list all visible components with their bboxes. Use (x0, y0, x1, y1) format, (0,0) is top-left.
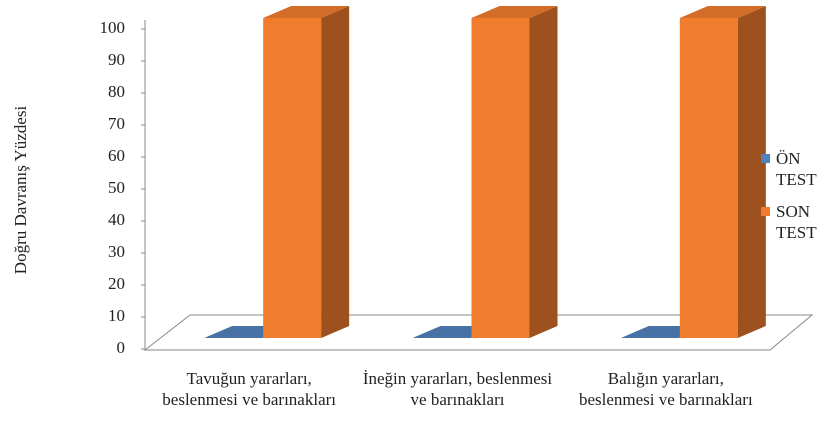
y-tick-label: 40 (108, 210, 125, 229)
y-axis-title: Doğru Davranış Yüzdesi (11, 106, 30, 275)
x-tick-label: İneğin yararları, beslenmesi ve barınakl… (362, 369, 553, 409)
bar-front (679, 18, 738, 338)
y-tick-label: 10 (108, 306, 125, 325)
bar-top (471, 6, 558, 18)
y-tick-label: 30 (108, 242, 125, 261)
y-tick-label: 50 (108, 178, 125, 197)
legend-swatch (761, 154, 770, 163)
bar-side (737, 6, 766, 338)
legend-swatch (761, 207, 770, 216)
bar-side (321, 6, 350, 338)
x-tick-label: Tavuğun yararları, beslenmesi ve barınak… (162, 369, 337, 409)
y-tick-label: 80 (108, 82, 125, 101)
legend-label: ÖN TEST (776, 149, 817, 189)
bar-top (679, 6, 766, 18)
x-tick-label: Balığın yararları, beslenmesi ve barınak… (578, 369, 753, 409)
y-tick-label: 20 (108, 274, 125, 293)
y-tick-label: 100 (100, 18, 126, 37)
bar-front (263, 18, 322, 338)
bar-top (263, 6, 350, 18)
bar-side (529, 6, 558, 338)
y-tick-label: 0 (117, 338, 126, 357)
legend-label: SON TEST (776, 202, 817, 242)
y-tick-label: 60 (108, 146, 125, 165)
y-tick-label: 70 (108, 114, 125, 133)
y-tick-label: 90 (108, 50, 125, 69)
bar-front (471, 18, 530, 338)
